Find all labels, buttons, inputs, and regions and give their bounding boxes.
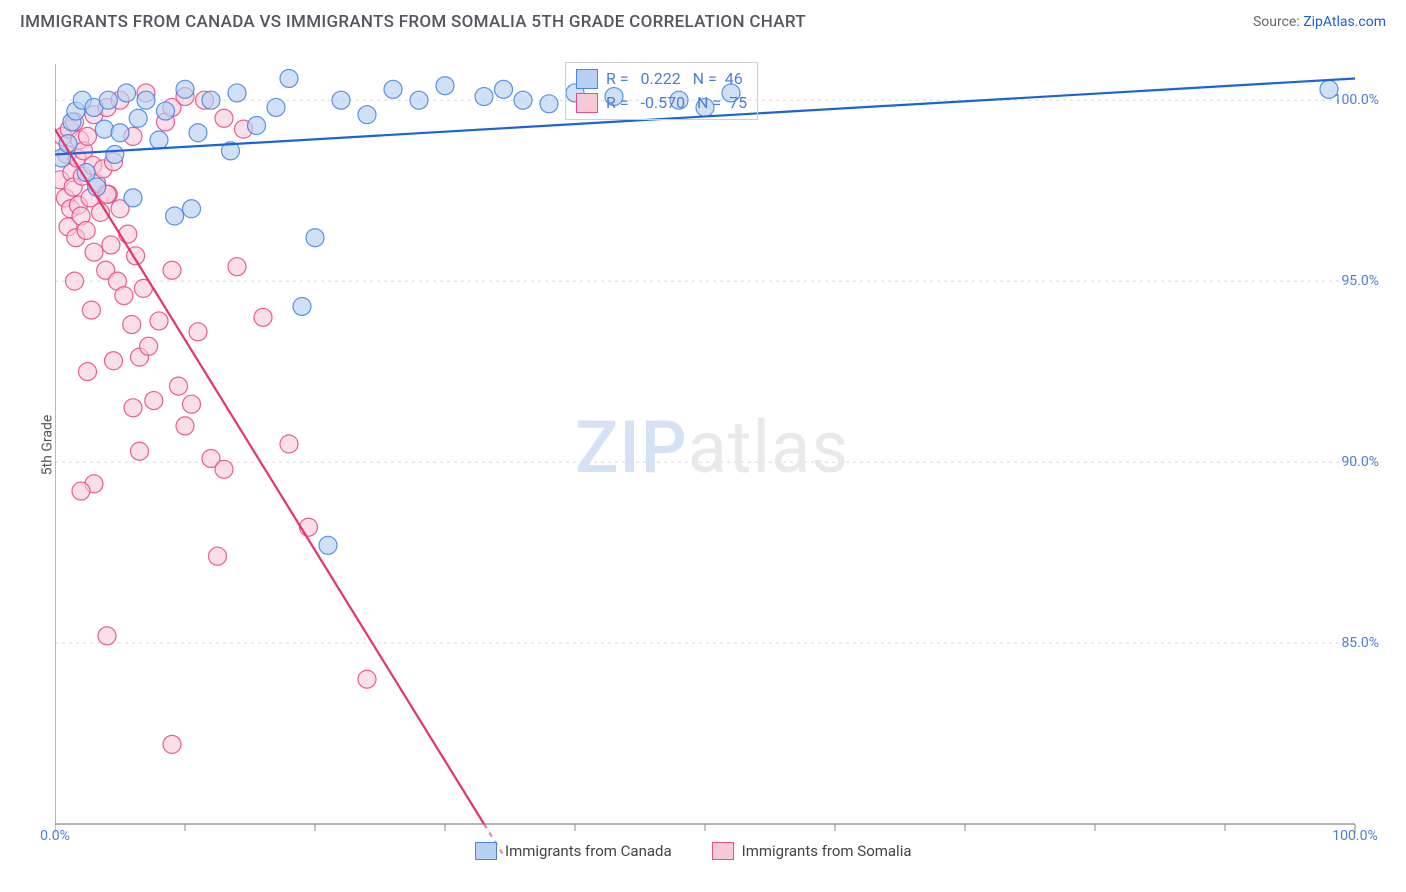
- y-tick-label: 85.0%: [1341, 635, 1379, 651]
- legend-item: Immigrants from Canada: [475, 842, 672, 860]
- legend-stat: R = 0.222 N = 46: [606, 67, 743, 91]
- y-tick-label: 95.0%: [1341, 273, 1379, 289]
- source-prefix: Source:: [1253, 14, 1303, 30]
- source-link[interactable]: ZipAtlas.com: [1303, 14, 1386, 30]
- legend-row: R = -0.570 N = 75: [576, 91, 747, 115]
- y-axis-label: 5th Grade: [39, 415, 55, 476]
- source-attribution: Source: ZipAtlas.com: [1253, 14, 1386, 30]
- scatter-chart: [55, 50, 1385, 854]
- x-tick-label: 100.0%: [1332, 828, 1377, 844]
- legend-swatch: [576, 93, 598, 113]
- series-legend: Immigrants from Canada Immigrants from So…: [475, 842, 912, 860]
- legend-item: Immigrants from Somalia: [712, 842, 912, 860]
- chart-container: 5th Grade 85.0%90.0%95.0%100.0% 0.0%100.…: [55, 50, 1385, 840]
- legend-label: Immigrants from Canada: [505, 842, 672, 860]
- legend-label: Immigrants from Somalia: [742, 842, 912, 860]
- legend-swatch: [712, 842, 734, 860]
- x-tick-label: 0.0%: [40, 828, 70, 844]
- y-tick-label: 90.0%: [1341, 454, 1379, 470]
- y-tick-label: 100.0%: [1334, 92, 1379, 108]
- legend-swatch: [576, 69, 598, 89]
- legend-stat: R = -0.570 N = 75: [606, 91, 747, 115]
- legend-swatch: [475, 842, 497, 860]
- page-title: IMMIGRANTS FROM CANADA VS IMMIGRANTS FRO…: [20, 12, 806, 32]
- correlation-legend: R = 0.222 N = 46 R = -0.570 N = 75: [565, 62, 758, 120]
- legend-row: R = 0.222 N = 46: [576, 67, 747, 91]
